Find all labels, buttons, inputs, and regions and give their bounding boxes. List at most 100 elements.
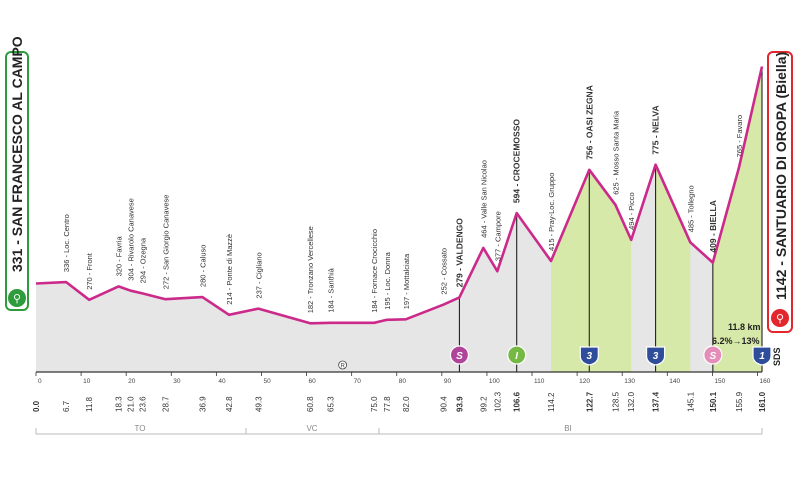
km-label: 42.8	[225, 396, 234, 412]
waypoint-label: 214 - Ponte di Mazzè	[225, 234, 234, 305]
waypoint-label: 377 - Campore	[493, 211, 502, 261]
waypoint-label: 320 - Favria	[115, 236, 124, 277]
km-label: 36.9	[198, 396, 207, 412]
feed-zone-icon-label: R	[340, 364, 345, 370]
province-label: TO	[135, 424, 146, 433]
intermediate-sprint-icon	[507, 345, 527, 365]
finish-box: 1142 - SANTUARIO DI OROPA (Biella) ⚲ SDS	[767, 51, 793, 366]
marker-label: 3	[653, 351, 659, 362]
waypoint-label: 485 - Tollegno	[686, 185, 695, 232]
province-label: VC	[306, 424, 317, 433]
x-axis-tick-label: 140	[669, 378, 680, 385]
km-label: 65.3	[327, 396, 336, 412]
profile-fill	[36, 66, 762, 372]
finish-code: SDS	[772, 347, 782, 366]
km-label: 99.2	[479, 396, 488, 412]
waypoint-label: 182 - Tronzano Vercellese	[306, 226, 315, 313]
km-label: 11.8	[85, 396, 94, 412]
finish-label: 1142 - SANTUARIO DI OROPA (Biella)	[773, 52, 789, 300]
profile-area-climb	[655, 164, 691, 372]
cyclist-icon-glyph: ⚲	[13, 293, 21, 305]
waypoint-label: 304 - Rivarolo Canavese	[127, 198, 136, 281]
waypoint-label: 195 - Loc. Donna	[383, 251, 392, 309]
waypoint-label: 237 - Cigliano	[254, 252, 263, 298]
waypoint-label: 625 - Mosso Santa Maria	[611, 110, 620, 195]
km-label: 132.0	[627, 391, 636, 412]
km-label: 122.7	[585, 391, 594, 412]
waypoint-label: 279 - VALDENGO	[454, 218, 464, 288]
x-axis: 0 10 20 30 40 50 60 70 80 90 100 110 120 130 140 150 160	[35, 371, 771, 385]
feed-zone-icon	[338, 360, 348, 370]
climb-info: 11.8 km 6.2%→13%	[712, 322, 761, 346]
km-label: 93.9	[455, 396, 464, 412]
km-labels: 0.0 6.7 11.8 18.3 21.0 23.6 28.7 36.9 42.8 49.3 60…	[32, 391, 767, 412]
km-label: 155.9	[735, 391, 744, 412]
waypoint-labels: 336 - Loc. Centro 270 - Front 320 - Favria…	[62, 85, 744, 313]
waypoint-label: 415 - Pray-Loc. Gruppo	[547, 173, 556, 251]
waypoint-label: 409 - BIELLA	[708, 200, 718, 252]
x-axis-tick-label: 90	[444, 378, 452, 385]
km-label: 28.7	[161, 396, 170, 412]
km-label: 0.0	[32, 400, 41, 412]
waypoint-label: 272 - San Giorgio Canavese	[161, 195, 170, 290]
km-label: 6.7	[62, 400, 71, 412]
km-label: 161.0	[758, 391, 767, 412]
profile-area-climb	[712, 66, 762, 372]
x-axis-tick-label: 20	[128, 378, 136, 385]
waypoint-label: 594 - CROCEMOSSO	[512, 119, 522, 203]
waypoint-label: 184 - Santhià	[327, 267, 336, 312]
km-label: 102.3	[493, 391, 502, 412]
waypoint-label: 775 - NELVA	[651, 105, 661, 154]
km-label: 150.1	[709, 391, 718, 412]
start-box-frame	[5, 51, 29, 311]
cyclist-icon	[8, 289, 26, 307]
waypoint-label: 197 - Mottalciata	[402, 253, 411, 309]
km-label: 128.5	[611, 391, 620, 412]
climb-length: 11.8 km	[728, 322, 761, 332]
km-label: 82.0	[402, 396, 411, 412]
marker-label: 1	[759, 351, 765, 362]
km-label: 49.3	[254, 396, 263, 412]
km-label: 114.2	[547, 392, 556, 412]
waypoint-markers: S I 3 3 S 1 R	[338, 345, 772, 370]
km-label: 21.0	[127, 396, 136, 412]
waypoint-label: 765 - Favaro	[735, 115, 744, 158]
x-axis-tick-label: 130	[624, 378, 635, 385]
marker-label: S	[710, 351, 717, 362]
profile-area-climb	[551, 169, 632, 372]
x-axis-tick-label: 110	[534, 378, 545, 385]
kom-shield-icon	[579, 346, 599, 366]
kom-shield-icon	[752, 346, 772, 366]
km-label: 137.4	[652, 391, 661, 412]
x-axis-tick-label: 100	[489, 378, 500, 385]
marker-label: I	[515, 351, 518, 362]
km-label: 18.3	[115, 396, 124, 412]
marker-label: 3	[587, 351, 593, 362]
waypoint-label: 336 - Loc. Centro	[62, 214, 71, 272]
waypoint-label: 252 - Cossato	[440, 248, 449, 295]
x-axis-tick-label: 160	[759, 378, 770, 385]
sprint-icon	[449, 345, 470, 365]
x-axis-tick-label: 150	[714, 378, 725, 385]
province-bracket: TO VC BI	[35, 424, 763, 435]
x-axis-tick-label: 40	[218, 378, 226, 385]
kom-shield-icon	[645, 346, 666, 366]
cyclist-icon	[771, 309, 789, 327]
waypoint-label: 270 - Front	[85, 252, 94, 290]
profile-line	[35, 66, 764, 325]
x-axis-tick-label: 120	[579, 378, 590, 385]
x-axis-tick-label: 30	[173, 378, 181, 385]
marker-label: S	[456, 351, 463, 362]
x-axis-tick-label: 60	[309, 378, 317, 385]
climb-gradient: 6.2%→13%	[712, 336, 760, 346]
start-label: 331 - SAN FRANCESCO AL CAMPO	[9, 36, 25, 272]
waypoint-label: 494 - Picco	[627, 192, 636, 230]
km-label: 60.8	[306, 396, 315, 412]
x-axis-tick-label: 70	[354, 378, 362, 385]
sprint-icon	[703, 345, 723, 365]
waypoint-label: 294 - Ozegna	[138, 237, 147, 283]
waypoint-label: 464 - Valle San Nicolao	[479, 160, 488, 238]
cyclist-icon-glyph: ⚲	[776, 313, 784, 325]
km-label: 90.4	[440, 396, 449, 412]
